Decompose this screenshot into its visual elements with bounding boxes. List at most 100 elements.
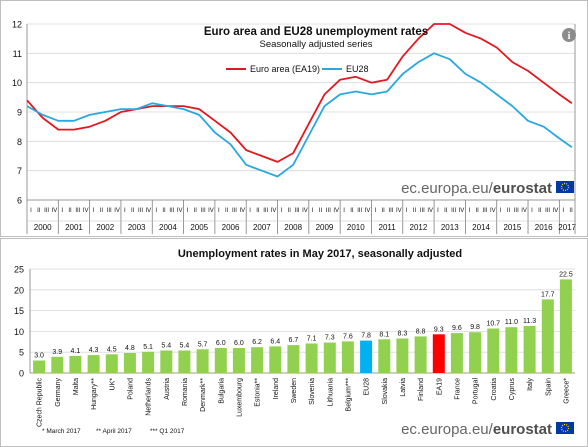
bar-value-label: 7.8: [361, 333, 371, 340]
line-chart-quarter-label: I: [218, 208, 220, 214]
line-chart-year-label: 2012: [410, 223, 428, 232]
line-chart-quarter-label: II: [68, 208, 72, 214]
line-chart-quarter-label: I: [500, 208, 502, 214]
bar-category-label: Austria: [164, 378, 171, 400]
line-chart-quarter-label: I: [124, 208, 126, 214]
line-chart-y-tick-label: 6: [17, 196, 22, 206]
bar-value-label: 5.4: [161, 343, 171, 350]
bar-austria: [160, 350, 173, 373]
bar-germany: [51, 356, 64, 373]
bar-luxembourg: [232, 348, 245, 373]
bar-chart-y-tick-label: 25: [14, 265, 24, 275]
line-chart-quarter-label: III: [482, 208, 487, 214]
line-chart-year-label: 2004: [159, 223, 177, 232]
eu-flag-icon: [556, 422, 574, 434]
line-chart-quarter-label: II: [319, 208, 323, 214]
bar-value-label: 8.8: [416, 328, 426, 335]
line-chart-quarter-label: III: [357, 208, 362, 214]
bar-category-label: EA19: [436, 378, 443, 395]
bar-cyprus: [505, 327, 518, 373]
bar-chart-y-tick-label: 10: [14, 327, 24, 337]
bar-category-label: UK*: [109, 378, 116, 391]
line-chart-quarter-label: III: [295, 208, 300, 214]
bar-sweden: [287, 345, 300, 373]
line-chart-brand-text: ec.europa.eu/eurostat: [401, 180, 552, 197]
bar-netherlands: [142, 351, 155, 373]
line-chart-quarter-label: IV: [553, 208, 559, 214]
bar-category-label: Poland: [127, 378, 134, 400]
line-chart-y-tick-label: 8: [17, 137, 22, 147]
bar-category-label: France: [454, 378, 461, 400]
bar-ireland: [269, 346, 282, 373]
bar-croatia: [487, 328, 500, 373]
bar-spain: [541, 299, 554, 373]
line-chart-quarter-label: IV: [208, 208, 214, 214]
line-chart-quarter-label: II: [413, 208, 417, 214]
line-chart-quarter-label: II: [475, 208, 479, 214]
bar-category-label: Romania: [182, 378, 189, 406]
line-chart-y-tick-label: 12: [12, 20, 22, 30]
line-chart-quarter-label: IV: [239, 208, 245, 214]
bar-malta: [69, 355, 82, 373]
line-chart-quarter-label: III: [107, 208, 112, 214]
line-chart-year-label: 2005: [190, 223, 208, 232]
line-chart-quarter-label: III: [514, 208, 519, 214]
bar-value-label: 11.3: [523, 318, 536, 325]
bar-czech-republic: [33, 360, 46, 373]
line-chart-quarter-label: III: [201, 208, 206, 214]
bar-chart-y-axis: 0 5 10 15 20 25: [14, 265, 24, 379]
line-chart-quarter-label: IV: [521, 208, 527, 214]
info-icon[interactable]: i: [562, 28, 576, 42]
bar-category-label: Hungary**: [91, 378, 98, 410]
bar-chart-bars: [33, 279, 572, 373]
line-chart-y-tick-label: 11: [13, 49, 22, 59]
bar-value-label: 6.0: [216, 340, 226, 347]
line-chart-quarter-label: I: [61, 208, 63, 214]
bar-value-label: 7.1: [307, 336, 317, 343]
bar-category-label: Greece*: [563, 378, 570, 404]
line-chart-quarter-label: III: [326, 208, 331, 214]
line-chart-title: Euro area and EU28 unemployment rates: [204, 26, 428, 38]
bar-value-label: 5.4: [180, 343, 190, 350]
line-chart-quarter-label: II: [444, 208, 448, 214]
ea19-series-line: [26, 23, 573, 163]
bar-value-label: 5.1: [143, 344, 153, 351]
line-chart-quarter-label: II: [256, 208, 260, 214]
line-chart-quarter-label: I: [30, 208, 32, 214]
bar-eu28: [360, 340, 373, 373]
bar-value-label: 17.7: [541, 291, 555, 298]
line-chart-quarter-label: I: [531, 208, 533, 214]
bar-slovakia: [378, 339, 391, 373]
line-chart-year-label: 2009: [316, 223, 334, 232]
line-chart-quarter-label: III: [169, 208, 174, 214]
bar-ea19: [432, 334, 445, 373]
bar-category-label: Croatia: [491, 378, 498, 401]
bar-finland: [414, 336, 427, 373]
bar-poland: [123, 353, 136, 373]
line-chart-quarter-label: II: [350, 208, 354, 214]
brand-bold: eurostat: [493, 421, 552, 438]
bar-chart-value-labels: 3.0 3.9 4.1 4.3 4.5 4.8 5.1 5.4 5.4 5.7 6.0 6.0 6.2 6…: [34, 271, 573, 359]
line-chart-year-label: 2014: [472, 223, 490, 232]
eu-flag-stars: [560, 423, 570, 433]
line-chart-year-label: 2000: [34, 223, 52, 232]
legend-eu28-label: EU28: [346, 64, 369, 74]
bar-category-label: Netherlands: [146, 378, 153, 416]
line-chart-subtitle: Seasonally adjusted series: [259, 39, 372, 50]
bar-value-label: 8.3: [398, 331, 408, 338]
line-chart-legend: Euro area (EA19) EU28: [226, 64, 369, 74]
bar-value-label: 3.0: [34, 353, 44, 360]
bar-chart-title: Unemployment rates in May 2017, seasonal…: [178, 248, 462, 260]
line-chart-year-label: 2007: [253, 223, 271, 232]
line-chart-quarter-label: III: [451, 208, 456, 214]
line-chart-y-tick-label: 7: [17, 166, 22, 176]
bar-category-label: Czech Republic: [37, 378, 44, 428]
line-chart-quarter-label: II: [131, 208, 135, 214]
bar-chart: 0 5 10 15 20 25 3.0 3.9 4.1 4.3 4.5 4.8 5.1 5.4 5.4 5.…: [0, 238, 588, 447]
line-chart-quarter-label: I: [93, 208, 95, 214]
line-chart-quarter-label: IV: [302, 208, 308, 214]
line-chart-year-label: 2013: [441, 223, 459, 232]
